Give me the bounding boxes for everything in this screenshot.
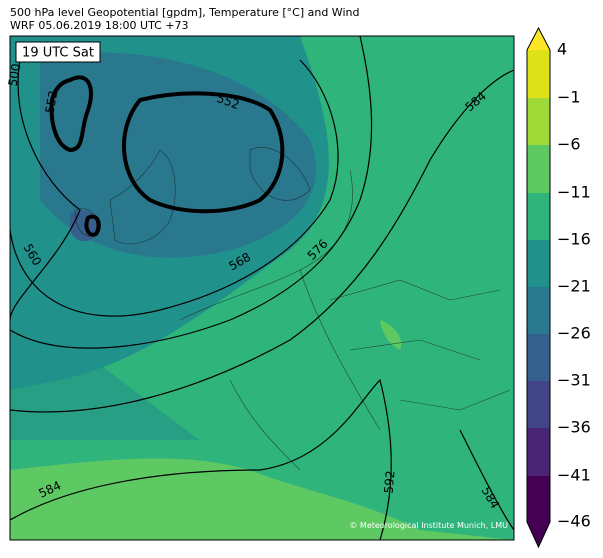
contour-label: 592 — [382, 470, 398, 494]
credit: © Meteorological Institute Munich, LMU — [349, 521, 508, 530]
colorbar-label: −31 — [557, 371, 591, 390]
contour-label: 552 — [43, 89, 61, 114]
map: 500 552 552 560 568 576 584 584 592 584 … — [6, 35, 515, 541]
colorbar — [526, 26, 551, 549]
colorbar-label: −41 — [557, 466, 591, 485]
colorbar-label: −36 — [557, 418, 591, 437]
subtitle: WRF 05.06.2019 18:00 UTC +73 — [10, 19, 189, 32]
time-box — [15, 41, 101, 63]
colorbar-label: 4 — [557, 40, 567, 59]
colorbar-label: −11 — [557, 183, 591, 202]
colorbar-label: −6 — [557, 135, 581, 154]
title: 500 hPa level Geopotential [gpdm], Tempe… — [10, 6, 359, 19]
contour-label: 500 — [6, 62, 24, 87]
colorbar-labels: 4 −1 −6 −11 −16 −21 −26 −31 −36 −41 −46 — [557, 40, 591, 531]
time-label: 19 UTC Sat — [22, 46, 94, 61]
colorbar-label: −46 — [557, 512, 591, 531]
colorbar-label: −1 — [557, 88, 581, 107]
colorbar-label: −26 — [557, 324, 591, 343]
colorbar-label: −21 — [557, 277, 591, 296]
colorbar-label: −16 — [557, 230, 591, 249]
